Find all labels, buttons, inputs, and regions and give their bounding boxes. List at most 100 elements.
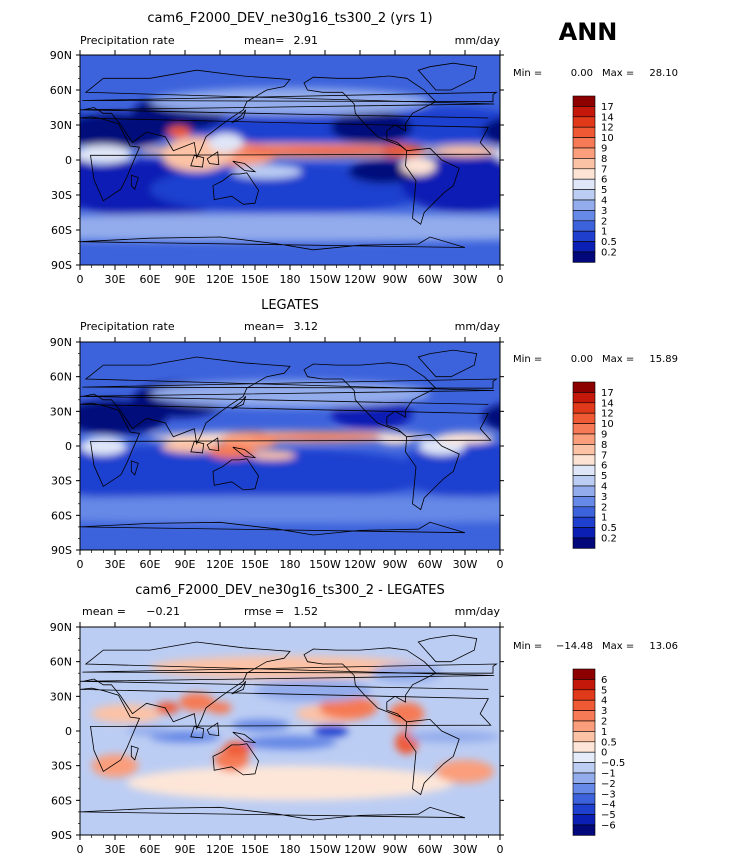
coastline (130, 174, 139, 190)
max-label: Max = (602, 68, 634, 79)
colorbar-label: 12 (601, 123, 614, 134)
colorbar-label: −4 (601, 800, 616, 811)
coastline (232, 731, 257, 744)
colorbar-swatch (572, 506, 596, 518)
coastline (130, 460, 139, 476)
contour-region (80, 144, 133, 164)
lat-tick-label: 60N (50, 84, 72, 97)
contour-region (249, 432, 390, 442)
contour-region (290, 497, 500, 522)
coastline (80, 806, 466, 821)
colorbar-swatch (572, 475, 596, 487)
contour-region (430, 144, 500, 157)
colorbar-swatch (572, 423, 596, 435)
colorbar-swatch (572, 126, 596, 138)
colorbar-label: 2 (601, 216, 607, 227)
colorbar-swatch (572, 710, 596, 722)
coastline (80, 402, 492, 487)
colorbar-label: 0.2 (601, 534, 617, 545)
coastline (212, 743, 259, 776)
lat-tick-label: 60N (50, 371, 72, 384)
lon-tick-label: 90E (175, 273, 196, 286)
colorbar-swatch (572, 720, 596, 732)
lon-tick-label: 180 (280, 558, 301, 571)
colorbar-label: 7 (601, 164, 607, 175)
panel-title: cam6_F2000_DEV_ne30g16_ts300_2 - LEGATES (135, 583, 445, 598)
colorbar-swatch (572, 230, 596, 242)
max-label: Max = (602, 641, 634, 652)
colorbar-swatch (572, 220, 596, 232)
contour-region (126, 765, 454, 801)
contour-region (208, 702, 232, 714)
lon-tick-label: 60E (140, 558, 161, 571)
contour-region (80, 215, 290, 240)
colorbar-swatch (572, 178, 596, 190)
lon-tick-label: 90E (175, 843, 196, 856)
colorbar-swatch (572, 251, 596, 263)
variable-label: Precipitation rate (80, 34, 175, 47)
contour-region (482, 404, 500, 431)
units-label: mm/day (455, 605, 501, 618)
colorbar-swatch (572, 147, 596, 159)
colorbar-swatch (572, 516, 596, 528)
contour-region (91, 754, 139, 778)
coastline (417, 634, 478, 663)
contour-region (494, 148, 500, 160)
coastline (303, 647, 437, 723)
coastline (190, 440, 205, 454)
season-label: ANN (559, 18, 618, 46)
lat-tick-label: 90S (51, 259, 72, 272)
lat-tick-label: 90N (50, 336, 72, 349)
lon-tick-label: 0 (77, 273, 84, 286)
colorbar-label: 8 (601, 440, 607, 451)
colorbar-label: 4 (601, 696, 607, 707)
colorbar-swatch (572, 751, 596, 763)
coastline (303, 75, 437, 152)
colorbar-label: 0.5 (601, 237, 617, 248)
lon-tick-label: 60E (140, 273, 161, 286)
min-label: Min = (513, 641, 542, 652)
colorbar-swatch (572, 444, 596, 456)
colorbar-label: 17 (601, 388, 614, 399)
contour-region (435, 759, 495, 783)
contour-region (243, 735, 337, 750)
lon-tick-label: 150W (309, 843, 341, 856)
lon-tick-label: 30W (453, 273, 478, 286)
stat-label: mean= (244, 34, 284, 47)
colorbar-swatch (572, 527, 596, 539)
contour-region (330, 111, 413, 144)
panel-model: cam6_F2000_DEV_ne30g16_ts300_2 (yrs 1) Pr… (50, 11, 678, 286)
stat-value: 1.52 (294, 605, 319, 618)
stat-value: 3.12 (294, 320, 319, 333)
contour-region (482, 457, 500, 493)
lat-tick-label: 30N (50, 405, 72, 418)
stat-label: mean= (244, 320, 284, 333)
lat-tick-label: 90N (50, 621, 72, 634)
coastline (212, 172, 259, 205)
contour-region (482, 117, 500, 144)
lat-tick-label: 0 (65, 154, 72, 167)
stat-value: 2.91 (294, 34, 319, 47)
coastline (417, 349, 478, 378)
panel-obs: LEGATES Precipitation rate mean= 3.12 mm/day… (50, 298, 678, 571)
lon-tick-label: 0 (497, 558, 504, 571)
colorbar-swatch (572, 210, 596, 222)
panel-title: cam6_F2000_DEV_ne30g16_ts300_2 (yrs 1) (147, 11, 432, 26)
mean-label: mean = (82, 605, 126, 618)
contour-region (80, 497, 290, 522)
coastline (82, 378, 498, 389)
colorbar-swatch (572, 741, 596, 753)
max-value: 15.89 (649, 354, 678, 365)
lon-tick-label: 150E (241, 273, 269, 286)
contour-region (482, 171, 500, 207)
colorbar-swatch (572, 485, 596, 497)
colorbar-swatch (572, 106, 596, 118)
colorbar-label: 14 (601, 112, 614, 123)
coastline (206, 151, 220, 166)
contour-region (435, 432, 495, 444)
colorbar-swatch (572, 731, 596, 743)
colorbar-swatch (572, 199, 596, 211)
colorbar-swatch (572, 454, 596, 466)
units-label: mm/day (455, 320, 501, 333)
lon-tick-label: 90W (383, 558, 408, 571)
